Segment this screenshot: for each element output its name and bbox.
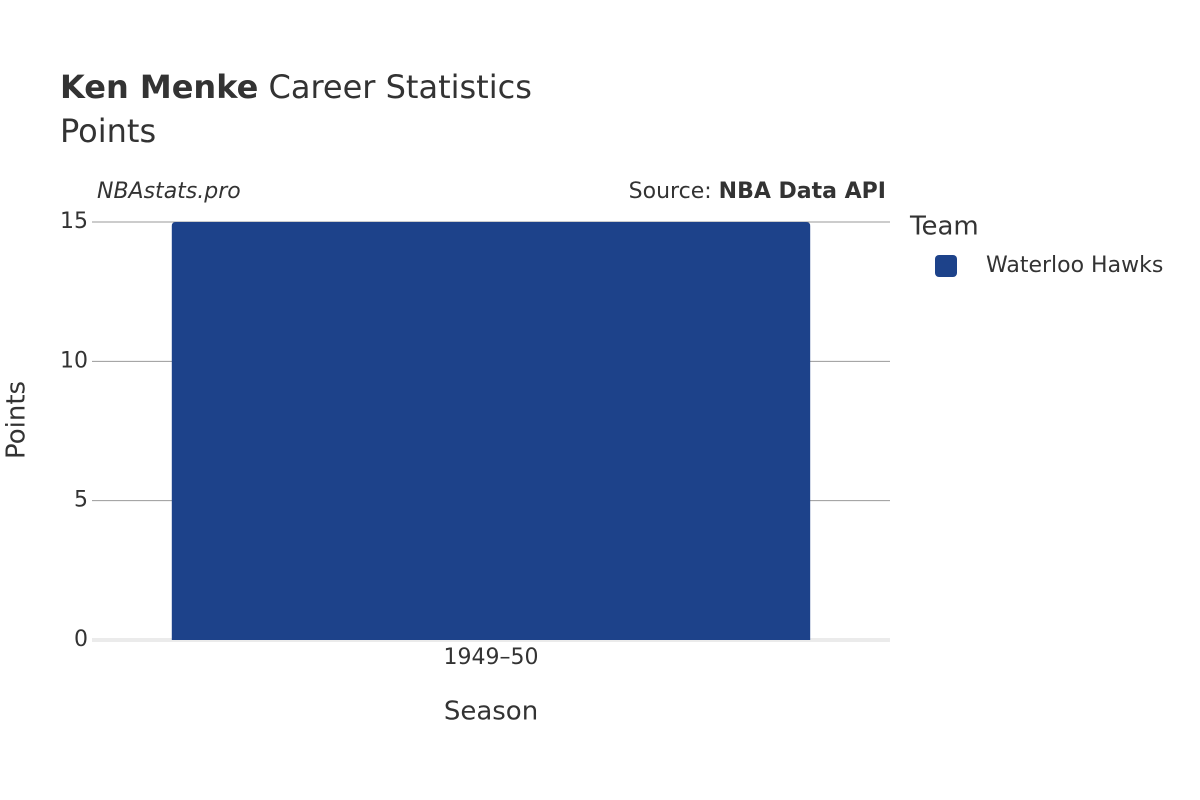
chart-title: Ken Menke Career Statistics bbox=[60, 68, 532, 106]
watermark: NBAstats.pro bbox=[97, 179, 241, 204]
x-tick-label: 1949–50 bbox=[444, 645, 539, 670]
y-tick-label: 10 bbox=[60, 348, 88, 373]
chart-subtitle: Points bbox=[60, 112, 156, 150]
y-axis-title: Points bbox=[2, 381, 32, 459]
source-label: Source: bbox=[629, 179, 712, 204]
legend-title: Team bbox=[909, 212, 979, 242]
title-name: Ken Menke bbox=[60, 68, 258, 106]
y-tick-label: 15 bbox=[60, 209, 88, 234]
legend-label: Waterloo Hawks bbox=[986, 253, 1163, 278]
marks bbox=[171, 222, 811, 640]
y-tick-label: 0 bbox=[74, 627, 88, 652]
bar bbox=[171, 222, 811, 640]
legend: Waterloo Hawks bbox=[935, 253, 1163, 278]
source-name: NBA Data API bbox=[719, 179, 886, 204]
x-axis-title: Season bbox=[444, 697, 538, 727]
legend-swatch bbox=[935, 255, 957, 277]
y-tick-label: 5 bbox=[74, 488, 88, 513]
title-rest: Career Statistics bbox=[268, 68, 531, 106]
source: Source: NBA Data API bbox=[629, 179, 886, 204]
